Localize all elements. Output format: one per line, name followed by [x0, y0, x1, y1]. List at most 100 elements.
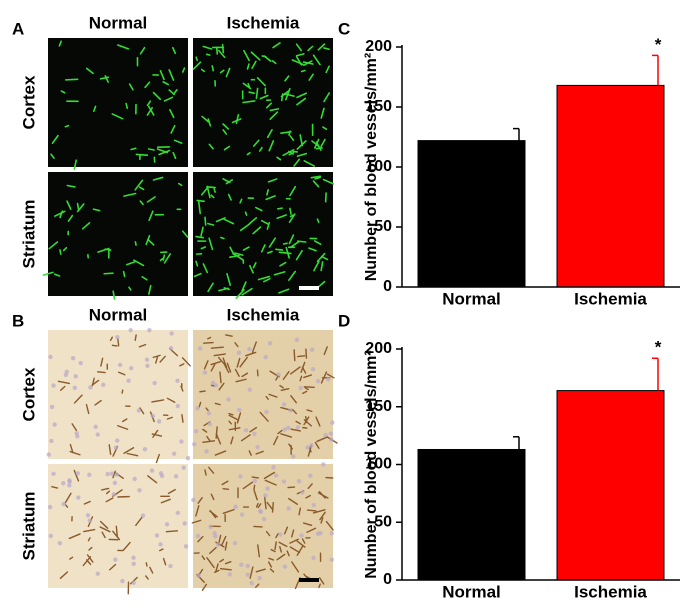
- vessel: [325, 65, 330, 74]
- significance-mark: *: [655, 338, 662, 357]
- nucleus: [192, 442, 197, 447]
- micrograph: [48, 38, 188, 170]
- vessel: [247, 82, 251, 89]
- vessel: [302, 390, 308, 395]
- vessel: [118, 371, 126, 376]
- vessel: [163, 253, 172, 264]
- nucleus: [171, 451, 177, 456]
- nucleus: [267, 341, 273, 346]
- vessel: [86, 554, 94, 563]
- nucleus: [73, 374, 78, 379]
- vessel: [296, 97, 307, 106]
- vessel: [224, 364, 230, 374]
- vessel: [243, 49, 250, 62]
- nucleus: [295, 425, 301, 430]
- nucleus: [115, 335, 120, 340]
- vessel: [69, 450, 81, 456]
- vessel: [134, 334, 137, 342]
- vessel: [202, 45, 213, 50]
- vessel: [172, 46, 177, 55]
- significance-mark: *: [655, 35, 662, 54]
- vessel: [308, 247, 317, 252]
- vessel: [205, 53, 211, 56]
- nucleus: [48, 354, 53, 360]
- vessel: [155, 453, 160, 464]
- vessel: [213, 188, 216, 193]
- vessel: [123, 192, 137, 197]
- vessel: [290, 428, 302, 432]
- vessel: [141, 276, 148, 281]
- vessel: [266, 250, 273, 254]
- vessel: [214, 450, 227, 456]
- vessel: [264, 479, 277, 486]
- vessel: [280, 93, 284, 102]
- vessel: [109, 336, 114, 342]
- vessel: [288, 497, 299, 505]
- vessel: [252, 139, 260, 147]
- column-label: Normal: [89, 13, 148, 32]
- vessel: [135, 153, 149, 156]
- vessel: [54, 210, 66, 217]
- row-label: Cortex: [19, 75, 38, 129]
- nucleus: [202, 370, 208, 375]
- vessel: [83, 528, 96, 533]
- nucleus: [61, 501, 66, 507]
- nucleus: [328, 431, 334, 436]
- panel-label: D: [338, 311, 350, 330]
- vessel: [310, 175, 322, 179]
- vessel: [323, 92, 330, 103]
- nucleus: [263, 354, 268, 360]
- vessel: [67, 214, 74, 222]
- nucleus: [137, 488, 142, 493]
- y-tick-label: 0: [383, 571, 392, 588]
- vessel: [228, 420, 232, 425]
- vessel: [210, 493, 215, 501]
- vessel: [312, 180, 320, 188]
- nucleus: [115, 438, 120, 443]
- nucleus: [282, 564, 288, 569]
- vessel: [265, 530, 271, 537]
- nucleus: [87, 518, 93, 523]
- vessel: [245, 351, 257, 357]
- vessel: [60, 90, 66, 94]
- vessel: [296, 540, 306, 548]
- vessel: [316, 252, 326, 263]
- vessel: [139, 407, 145, 415]
- vessel: [303, 573, 308, 579]
- vessel: [303, 60, 313, 67]
- vessel: [170, 124, 176, 134]
- vessel: [246, 151, 251, 156]
- vessel: [112, 530, 121, 541]
- nucleus: [128, 328, 133, 333]
- vessel: [248, 91, 255, 94]
- nucleus: [232, 541, 238, 546]
- nucleus: [131, 555, 136, 560]
- vessel: [99, 520, 109, 529]
- vessel: [180, 385, 184, 392]
- vessel: [283, 92, 295, 97]
- vessel: [282, 242, 288, 245]
- vessel: [315, 147, 323, 150]
- nucleus: [105, 471, 110, 477]
- vessel: [105, 490, 111, 495]
- nucleus: [93, 424, 98, 430]
- vessel: [236, 412, 242, 424]
- nucleus: [255, 444, 260, 450]
- vessel: [64, 492, 72, 504]
- vessel: [166, 397, 176, 403]
- nucleus: [179, 439, 184, 444]
- vessel: [273, 435, 279, 446]
- vessel: [64, 78, 79, 81]
- nucleus: [271, 465, 276, 470]
- vessel: [100, 357, 104, 367]
- vessel: [318, 490, 326, 499]
- vessel: [280, 387, 290, 392]
- vessel: [303, 160, 316, 167]
- vessel: [231, 118, 242, 124]
- vessel: [307, 483, 313, 489]
- vessel: [242, 246, 250, 251]
- vessel: [222, 129, 228, 135]
- vessel: [289, 546, 301, 554]
- y-tick-label: 0: [383, 278, 392, 295]
